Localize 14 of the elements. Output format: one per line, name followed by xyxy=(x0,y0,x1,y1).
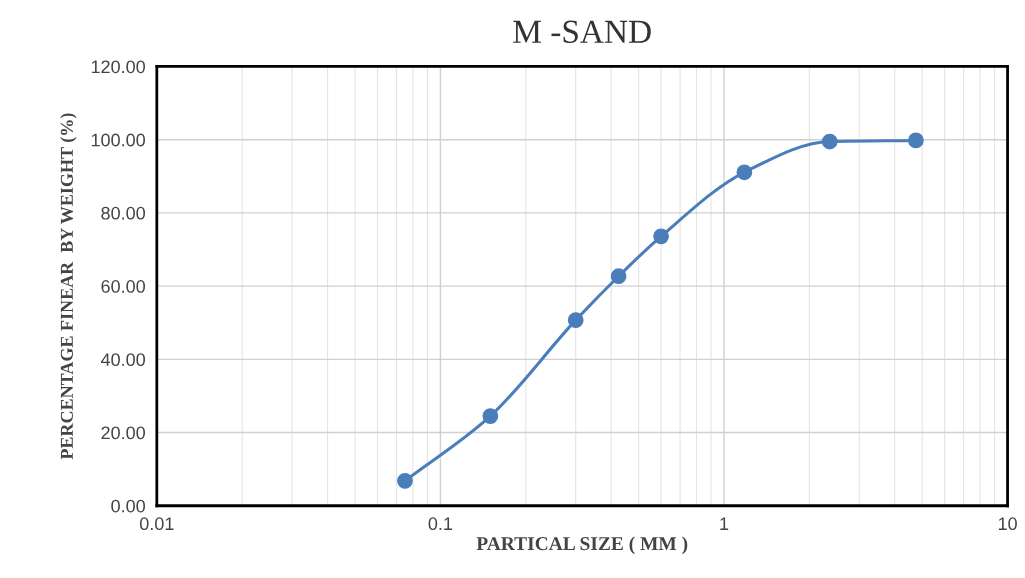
y-tick-label: 40.00 xyxy=(100,353,146,367)
x-tick-label: 1 xyxy=(720,517,729,530)
y-tick-label: 120.00 xyxy=(91,60,146,74)
chart-title: M -SAND xyxy=(513,20,651,44)
y-axis-title: PERCENTAGE FINEAR BY WEIGHT (%) xyxy=(60,113,77,460)
y-tick-label: 80.00 xyxy=(101,206,146,220)
x-axis-title: PARTICAL SIZE ( MM ) xyxy=(476,536,688,555)
y-tick-label: 20.00 xyxy=(101,426,146,440)
x-tick-label: 10 xyxy=(998,517,1017,531)
y-tick-label: 100.00 xyxy=(91,133,146,147)
x-tick-label: 0.1 xyxy=(428,517,453,531)
y-tick-label: 0.00 xyxy=(111,499,146,513)
x-tick-label: 0.01 xyxy=(139,517,174,531)
y-tick-label: 60.00 xyxy=(101,280,146,293)
